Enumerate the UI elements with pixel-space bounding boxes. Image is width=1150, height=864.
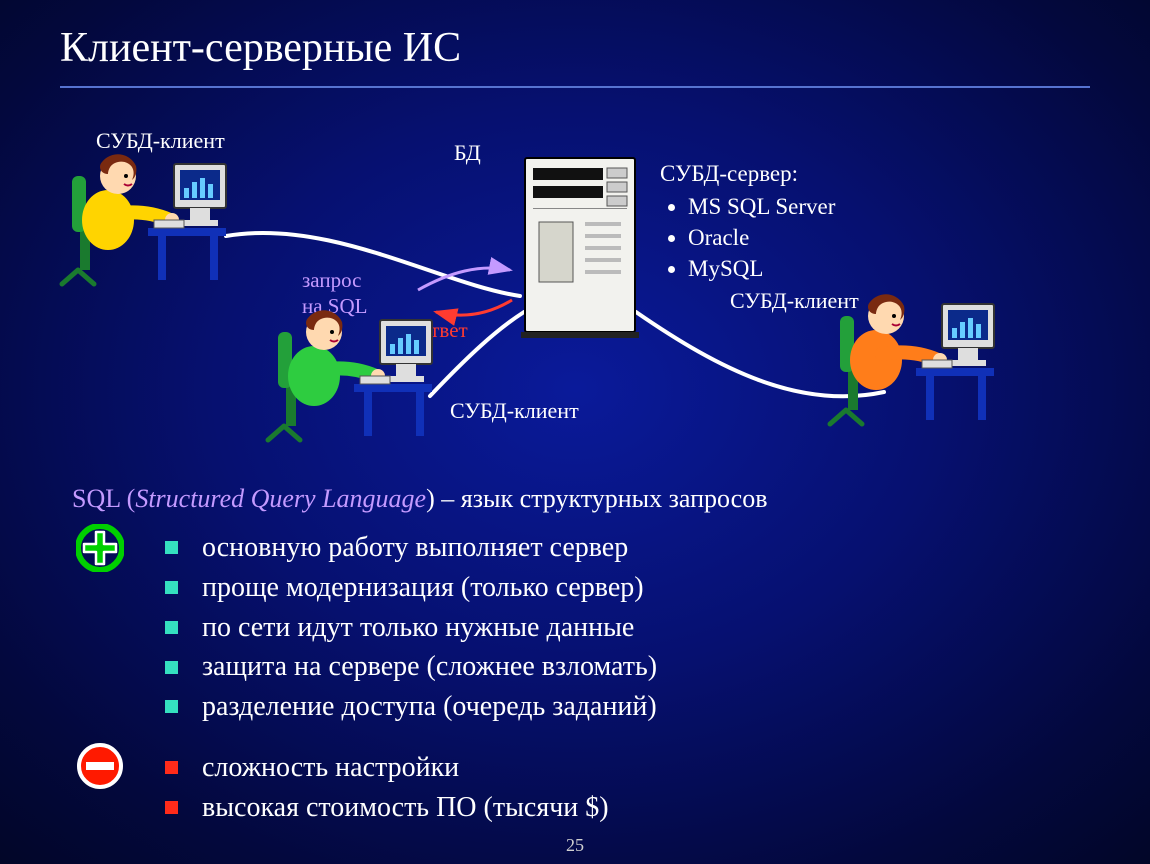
bullet-icon [165, 621, 178, 634]
bullet-icon [165, 761, 178, 774]
list-item-text: разделение доступа (очередь заданий) [202, 687, 657, 727]
diagram [0, 0, 1150, 480]
bullet-icon [165, 541, 178, 554]
sql-label-a: SQL ( [72, 484, 135, 513]
plus-icon [76, 524, 124, 572]
list-item: основную работу выполняет сервер [165, 528, 657, 568]
bullet-icon [165, 661, 178, 674]
list-item: высокая стоимость ПО (тысячи $) [165, 788, 609, 828]
list-item: сложность настройки [165, 748, 609, 788]
list-item: разделение доступа (очередь заданий) [165, 687, 657, 727]
list-item: проще модернизация (только сервер) [165, 568, 657, 608]
list-item: защита на сервере (сложнее взломать) [165, 647, 657, 687]
sql-definition: SQL (Structured Query Language) – язык с… [72, 484, 768, 514]
list-item-text: проще модернизация (только сервер) [202, 568, 644, 608]
bullet-icon [165, 801, 178, 814]
sql-label-c: ) – язык структурных запросов [426, 484, 767, 513]
list-item-text: по сети идут только нужные данные [202, 608, 634, 648]
list-item-text: сложность настройки [202, 748, 459, 788]
list-item-text: основную работу выполняет сервер [202, 528, 628, 568]
bullet-icon [165, 581, 178, 594]
minus-icon [76, 742, 124, 790]
page-number: 25 [0, 835, 1150, 856]
bullet-icon [165, 700, 178, 713]
cons-list: сложность настройки высокая стоимость ПО… [165, 748, 609, 828]
list-item-text: высокая стоимость ПО (тысячи $) [202, 788, 609, 828]
list-item: по сети идут только нужные данные [165, 608, 657, 648]
pros-list: основную работу выполняет сервер проще м… [165, 528, 657, 727]
sql-label-b: Structured Query Language [135, 484, 426, 513]
list-item-text: защита на сервере (сложнее взломать) [202, 647, 657, 687]
